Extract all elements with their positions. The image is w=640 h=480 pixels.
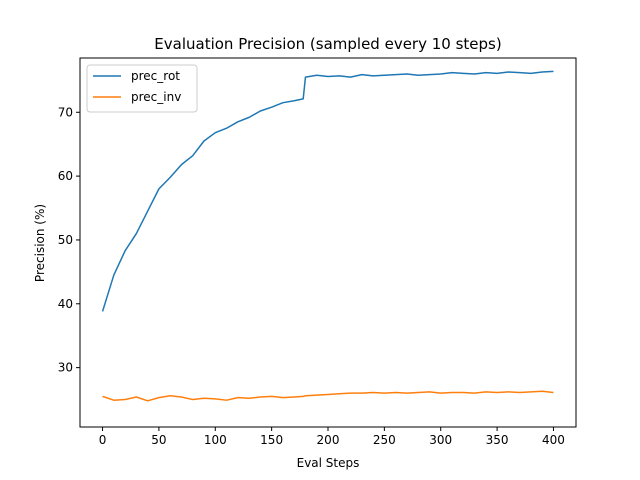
series-layer xyxy=(101,70,554,402)
x-tick-label: 0 xyxy=(99,433,107,447)
legend-label-prec-inv: prec_inv xyxy=(131,90,181,104)
x-tick-label: 300 xyxy=(429,433,452,447)
y-tick-label: 30 xyxy=(58,361,73,375)
y-tick-label: 60 xyxy=(58,169,73,183)
y-tick-label: 70 xyxy=(58,105,73,119)
y-axis-title: Precision (%) xyxy=(33,204,47,282)
y-axis-ticks: 30 40 50 60 70 xyxy=(58,105,80,375)
x-tick-label: 50 xyxy=(151,433,166,447)
x-tick-label: 150 xyxy=(260,433,283,447)
legend-label-prec-rot: prec_rot xyxy=(131,69,180,83)
legend: prec_rot prec_inv xyxy=(86,64,198,113)
x-axis-ticks: 0 50 100 150 200 250 300 350 400 xyxy=(99,427,565,447)
x-tick-label: 350 xyxy=(486,433,509,447)
plot-area xyxy=(80,58,576,427)
x-tick-label: 100 xyxy=(204,433,227,447)
y-tick-label: 50 xyxy=(58,233,73,247)
series-line-prec-inv xyxy=(102,390,554,402)
chart-title: Evaluation Precision (sampled every 10 s… xyxy=(154,35,501,53)
x-tick-label: 250 xyxy=(373,433,396,447)
series-line-prec-rot xyxy=(101,70,554,312)
x-axis-title: Eval Steps xyxy=(297,456,360,470)
y-tick-label: 40 xyxy=(58,297,73,311)
x-tick-label: 200 xyxy=(317,433,340,447)
x-tick-label: 400 xyxy=(542,433,565,447)
